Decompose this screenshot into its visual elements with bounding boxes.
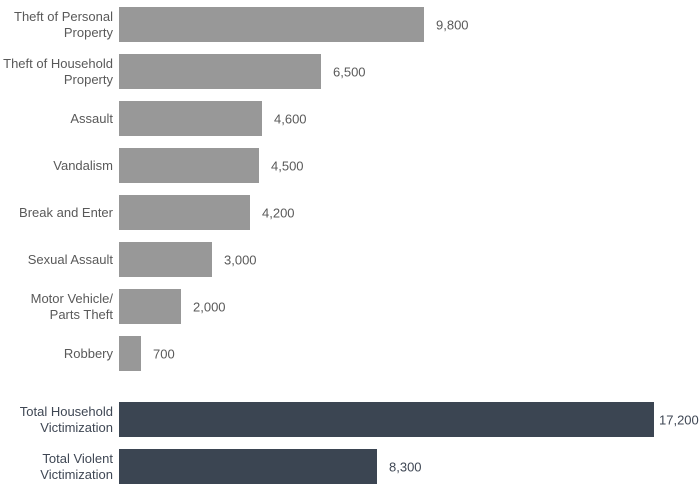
chart-group-offence-types: Theft of Personal Property 9,800 Theft of …: [0, 1, 700, 377]
value-label: 2,000: [193, 299, 226, 314]
category-label: Assault: [70, 110, 113, 126]
bar: [119, 54, 322, 89]
bar: [119, 101, 263, 136]
chart-row: Break and Enter 4,200: [0, 189, 700, 236]
chart-row: Theft of Household Property 6,500: [0, 48, 700, 95]
bar: [119, 402, 654, 437]
category-label: Robbery: [63, 345, 113, 361]
bar: [119, 7, 424, 42]
bar-area: 9,800: [119, 7, 700, 42]
chart-group-totals: Total Household Victimization 17,200 Total…: [0, 396, 700, 490]
value-label: 700: [153, 346, 175, 361]
chart-row: Total Violent Victimization 8,300: [0, 443, 700, 490]
chart-row: Robbery 700: [0, 330, 700, 377]
bar-area: 6,500: [119, 54, 700, 89]
value-label: 4,600: [274, 111, 307, 126]
chart-row: Motor Vehicle/ Parts Theft 2,000: [0, 283, 700, 330]
chart-row: Total Household Victimization 17,200: [0, 396, 700, 443]
chart-row: Assault 4,600: [0, 95, 700, 142]
bar: [119, 289, 182, 324]
bar-area: 2,000: [119, 289, 700, 324]
value-label: 6,500: [333, 64, 366, 79]
bar-area: 8,300: [119, 449, 700, 484]
bar-area: 3,000: [119, 242, 700, 277]
category-label: Theft of Personal Property: [14, 8, 113, 40]
category-label: Vandalism: [53, 157, 113, 173]
value-label: 8,300: [389, 459, 422, 474]
bar-area: 4,200: [119, 195, 700, 230]
bar: [119, 242, 213, 277]
chart-row: Vandalism 4,500: [0, 142, 700, 189]
bar: [119, 195, 250, 230]
bar: [119, 148, 259, 183]
category-label: Total Household Victimization: [19, 403, 113, 435]
value-label: 17,200: [659, 412, 699, 427]
chart-row: Sexual Assault 3,000: [0, 236, 700, 283]
value-label: 4,200: [262, 205, 295, 220]
category-label: Break and Enter: [19, 204, 113, 220]
category-label: Theft of Household Property: [3, 55, 113, 87]
chart-row: Theft of Personal Property 9,800: [0, 1, 700, 48]
bar: [119, 449, 378, 484]
bar-area: 4,600: [119, 101, 700, 136]
category-label: Total Violent Victimization: [40, 450, 113, 482]
category-label: Motor Vehicle/ Parts Theft: [30, 290, 113, 322]
value-label: 4,500: [271, 158, 304, 173]
bar-area: 700: [119, 336, 700, 371]
bar-area: 4,500: [119, 148, 700, 183]
category-label: Sexual Assault: [27, 251, 113, 267]
bar-area: 17,200: [119, 402, 700, 437]
value-label: 9,800: [436, 17, 469, 32]
bar: [119, 336, 141, 371]
value-label: 3,000: [224, 252, 257, 267]
